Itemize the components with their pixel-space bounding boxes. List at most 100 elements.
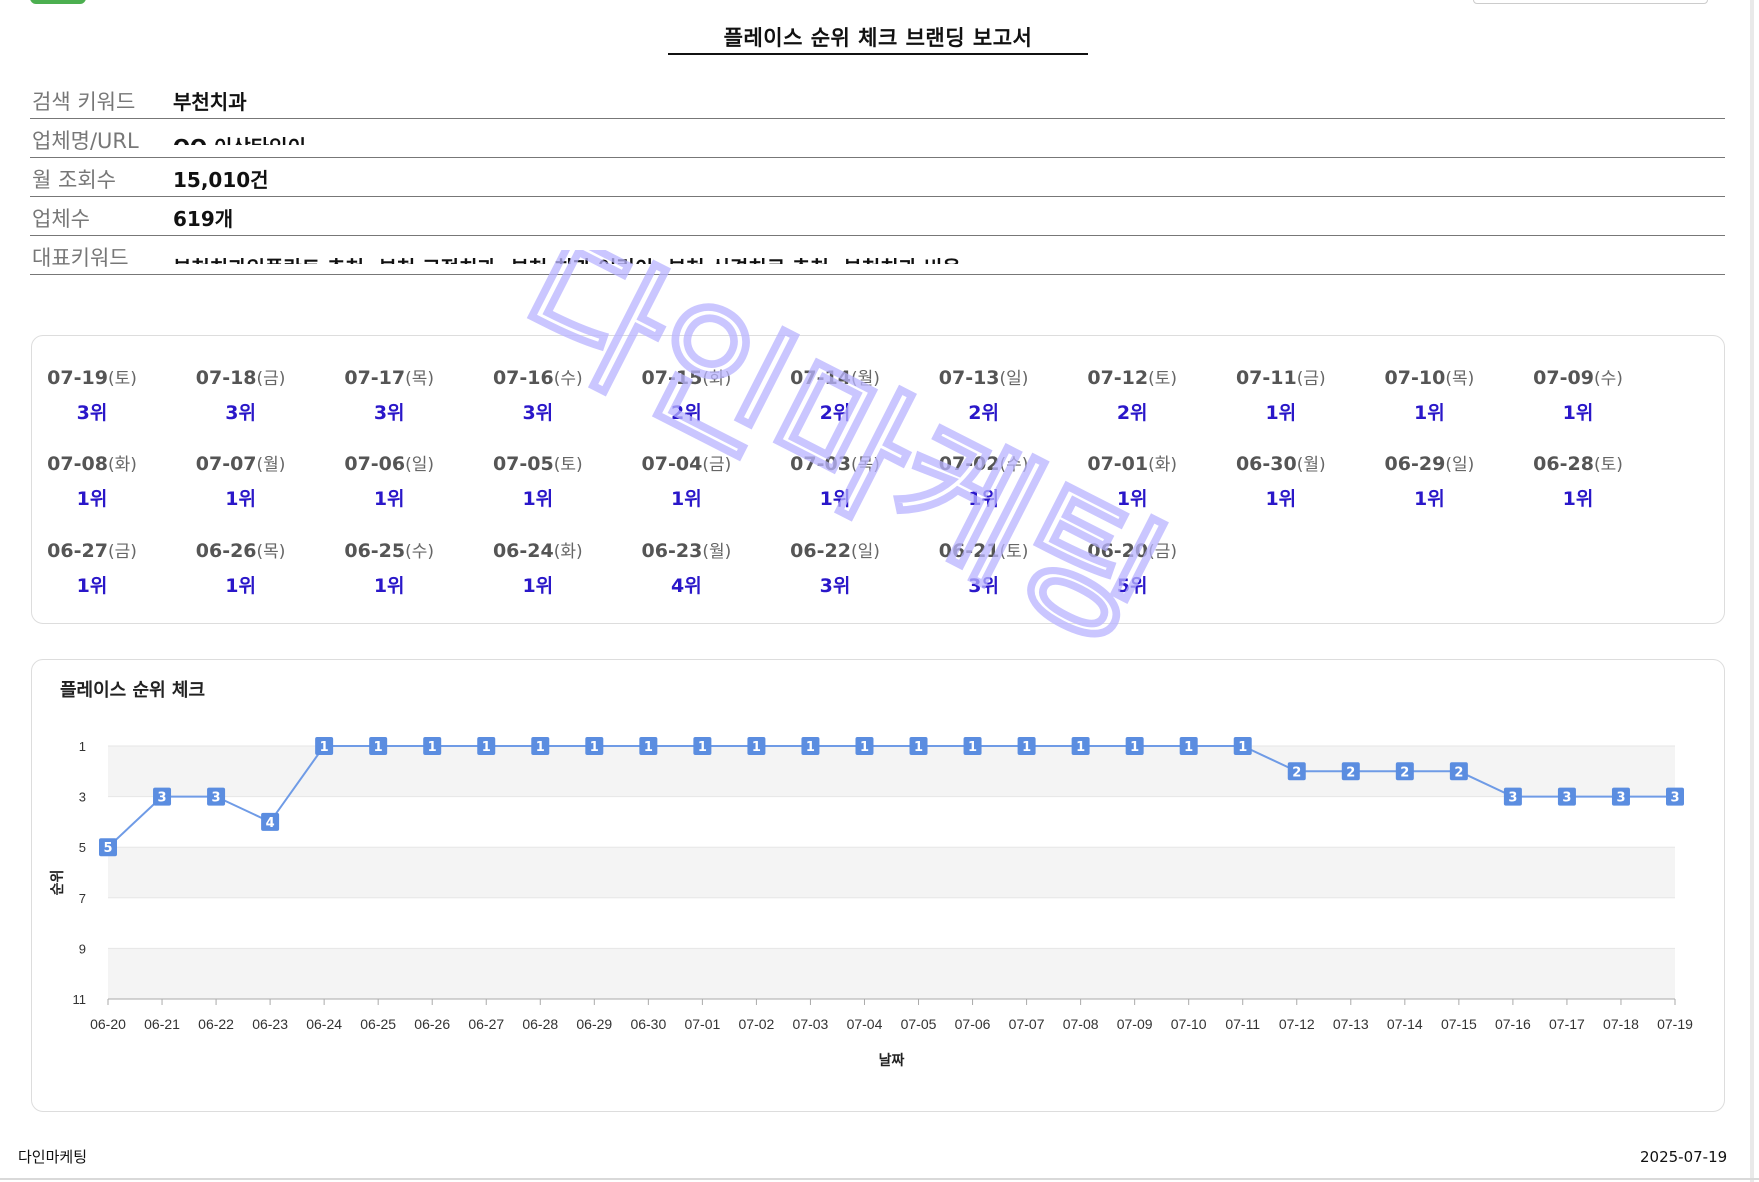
rank-weekday: (화): [1148, 455, 1178, 475]
daily-rank-item: 07-10(목) 1위: [1355, 364, 1503, 425]
daily-rank-item: 07-01(화) 1위: [1058, 450, 1206, 511]
rank-value: 3위: [522, 402, 554, 424]
x-tick-label: 06-22: [198, 1016, 234, 1032]
rank-date-value: 06-27: [47, 540, 108, 562]
data-point-marker: [423, 737, 442, 755]
data-point-marker: [639, 737, 658, 755]
rank-date-value: 07-05: [492, 453, 554, 475]
data-point-marker: [1017, 737, 1036, 755]
daily-rank-item: 06-30(월) 1위: [1207, 450, 1355, 511]
footer-brand: 다인마케팅: [18, 1148, 88, 1166]
data-point-marker: [369, 737, 388, 755]
rank-date: 07-13(일): [910, 364, 1058, 389]
rank-weekday: (토): [1593, 455, 1623, 475]
y-tick-label: 5: [79, 840, 86, 855]
rank-chart-panel: 플레이스 순위 체크 1 3 5 7 9 11 06-20 06-21 06-22 06-23 06…: [31, 659, 1725, 1112]
rank-weekday: (금): [1296, 369, 1326, 389]
info-table: 검색 키워드 부천치과 업체명/URL OO 이상타인이 월 조회수 15,01…: [30, 80, 1725, 275]
rank-date-value: 06-22: [790, 540, 851, 562]
report-title: 플레이스 순위 체크 브랜딩 보고서: [723, 26, 1033, 50]
x-tick-label: 06-28: [522, 1016, 558, 1032]
data-point-marker: [1233, 737, 1252, 755]
rank-weekday: (토): [1148, 369, 1178, 389]
daily-rank-item: 06-28(토) 1위: [1504, 450, 1652, 511]
rank-weekday: (월): [702, 542, 732, 562]
data-point-label: 1: [1076, 740, 1085, 755]
rank-date-value: 07-03: [790, 453, 851, 475]
info-label: 업체수: [32, 207, 90, 231]
daily-rank-item: 07-02(수) 1위: [910, 450, 1058, 511]
x-tick-label: 06-29: [576, 1016, 612, 1032]
rank-date: 06-30(월): [1207, 450, 1355, 475]
rank-weekday: (토): [999, 542, 1029, 562]
data-point-label: 1: [1238, 740, 1247, 755]
rank-date-value: 07-08: [47, 453, 108, 475]
data-point-label: 3: [1670, 791, 1679, 806]
rank-date: 07-06(일): [315, 450, 463, 475]
rank-date-value: 06-20: [1087, 540, 1149, 562]
x-tick-label: 07-01: [684, 1016, 720, 1032]
rank-date-value: 07-16: [492, 367, 554, 389]
daily-rank-item: 07-03(목) 1위: [761, 450, 909, 511]
rank-date-value: 07-14: [790, 367, 851, 389]
rank-value: 2위: [1116, 402, 1148, 424]
rank-date: 07-10(목): [1355, 364, 1503, 389]
data-point-label: 1: [320, 740, 329, 755]
data-point-label: 3: [212, 791, 221, 806]
data-point-label: 1: [860, 740, 869, 755]
rank-date: 07-14(월): [761, 364, 909, 389]
rank-weekday: (목): [405, 369, 435, 389]
rank-date: 06-27(금): [18, 537, 166, 562]
rank-value: 1위: [1562, 402, 1594, 424]
daily-rank-item: 07-18(금) 3위: [167, 364, 315, 425]
rank-value: 1위: [76, 575, 108, 597]
data-point-marker: [1503, 787, 1522, 806]
footer-date: 2025-07-19: [1640, 1148, 1728, 1166]
daily-rank-item: 06-23(월) 4위: [612, 537, 760, 598]
info-value-obscured: 부천치과임플란트 추천, 부천 교정치과, 부천 치과 어린이, 부천 신경치료…: [173, 252, 961, 264]
rank-date-value: 07-09: [1533, 367, 1594, 389]
rank-value: 1위: [522, 575, 554, 597]
rank-date-value: 07-07: [195, 453, 257, 475]
top-tab-decoration: [30, 0, 86, 4]
x-tick-label: 06-25: [360, 1016, 396, 1032]
data-point-label: 5: [103, 841, 112, 856]
report-title-wrap: 플레이스 순위 체크 브랜딩 보고서: [668, 22, 1088, 52]
data-point-label: 1: [914, 740, 923, 755]
rank-date: 07-12(토): [1058, 364, 1206, 389]
page-scrollbar[interactable]: [1750, 0, 1754, 1182]
series-line: [107, 745, 1675, 848]
rank-weekday: (월): [1296, 455, 1326, 475]
data-point-label: 1: [1022, 740, 1031, 755]
info-label: 대표키워드: [32, 246, 129, 270]
data-point-marker: [909, 737, 928, 755]
rank-weekday: (수): [999, 455, 1029, 475]
rank-value: 1위: [522, 488, 554, 510]
rank-weekday: (일): [405, 455, 435, 475]
rank-date-value: 07-15: [641, 367, 703, 389]
rank-weekday: (목): [1445, 369, 1475, 389]
rank-date: 07-07(월): [167, 450, 315, 475]
rank-weekday: (금): [107, 542, 137, 562]
data-point-label: 1: [698, 740, 707, 755]
rank-date-value: 07-11: [1235, 367, 1297, 389]
data-point-label: 3: [1508, 791, 1517, 806]
rank-date-value: 07-06: [344, 453, 406, 475]
rank-date: 07-16(수): [464, 364, 612, 389]
data-point-marker: [261, 812, 280, 831]
data-point-marker: [207, 787, 226, 806]
daily-rank-item: 07-09(수) 1위: [1504, 364, 1652, 425]
rank-value: 1위: [1265, 402, 1297, 424]
data-point-marker: [1611, 787, 1630, 806]
rank-weekday: (화): [107, 455, 137, 475]
y-tick-label: 9: [79, 941, 86, 956]
rank-date: 07-09(수): [1504, 364, 1652, 389]
rank-weekday: (월): [256, 455, 286, 475]
rank-date: 07-19(토): [18, 364, 166, 389]
rank-weekday: (금): [256, 369, 286, 389]
data-point-label: 1: [590, 740, 599, 755]
data-point-label: 1: [374, 740, 383, 755]
rank-value: 1위: [1414, 488, 1445, 510]
rank-value: 3위: [968, 575, 999, 597]
daily-rank-item: 07-08(화) 1위: [18, 450, 166, 511]
